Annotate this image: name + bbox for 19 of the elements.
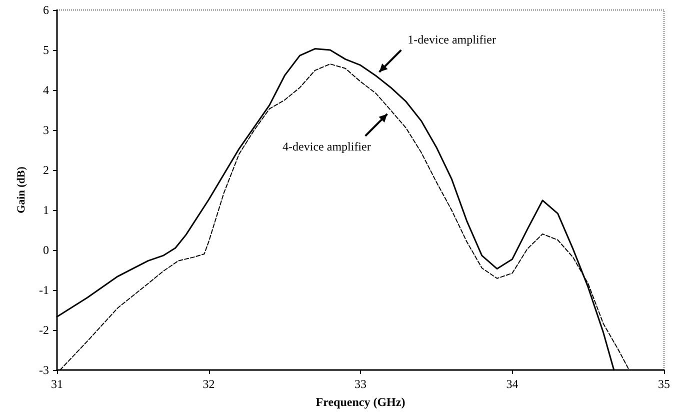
x-tick-label: 33 xyxy=(354,377,366,391)
y-axis-title: Gain (dB) xyxy=(16,166,28,214)
x-tick-label: 31 xyxy=(51,377,63,391)
y-tick-label: 6 xyxy=(43,3,49,17)
x-tick-label: 32 xyxy=(202,377,215,391)
y-tick-label: -3 xyxy=(39,363,49,377)
y-tick-label: 0 xyxy=(43,243,49,257)
y-tick-label: 4 xyxy=(43,83,49,97)
y-tick-label: 5 xyxy=(43,43,49,57)
y-tick-label: 3 xyxy=(43,123,49,137)
x-tick-label: 35 xyxy=(658,377,670,391)
y-tick-label: -1 xyxy=(39,283,49,297)
annotation: 4-device amplifier xyxy=(282,139,371,154)
y-tick-label: 2 xyxy=(43,163,49,177)
x-axis-title: Frequency (GHz) xyxy=(316,395,406,409)
x-tick-label: 34 xyxy=(506,377,518,391)
annotation: 1-device amplifier xyxy=(408,32,496,47)
y-tick-label: -2 xyxy=(39,323,49,337)
y-tick-label: 1 xyxy=(43,203,49,217)
